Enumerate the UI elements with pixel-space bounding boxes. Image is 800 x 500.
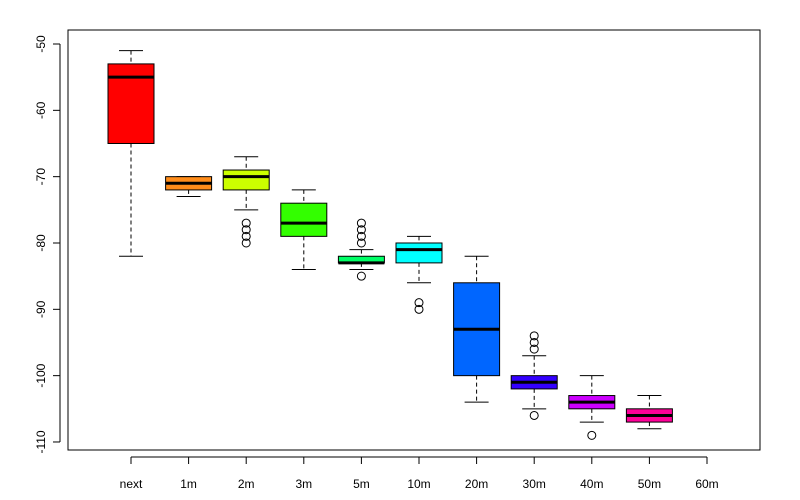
x-tick-label: 10m bbox=[407, 477, 430, 491]
x-tick-label: 2m bbox=[238, 477, 255, 491]
x-tick-label: 30m bbox=[523, 477, 546, 491]
outlier-point bbox=[529, 331, 539, 341]
box-5m bbox=[337, 218, 385, 281]
y-tick-label: -110 bbox=[34, 430, 48, 453]
y-tick-label: -50 bbox=[34, 35, 48, 53]
box-1m bbox=[165, 176, 213, 198]
y-axis: -50 -60 -70 -80 -90 -100 -110 bbox=[34, 35, 61, 454]
box-50m bbox=[625, 395, 673, 430]
y-tick-label: -60 bbox=[34, 101, 48, 119]
outlier-point bbox=[587, 430, 597, 440]
x-axis: next 1m 2m 3m 5m 10m 20m 30m 40m 50m 60m bbox=[120, 456, 719, 491]
outlier-point bbox=[241, 218, 251, 228]
x-tick-label: 3m bbox=[295, 477, 312, 491]
box-next bbox=[107, 50, 155, 257]
y-tick-label: -70 bbox=[34, 168, 48, 186]
x-tick-label: 50m bbox=[638, 477, 661, 491]
box-30m bbox=[510, 331, 558, 420]
outlier-point bbox=[529, 410, 539, 420]
x-tick-label: 20m bbox=[465, 477, 488, 491]
y-tick-label: -90 bbox=[34, 300, 48, 318]
x-tick-label: 40m bbox=[580, 477, 603, 491]
y-tick-label: -80 bbox=[34, 234, 48, 252]
outlier-point bbox=[356, 231, 366, 241]
y-tick-label: -100 bbox=[34, 363, 48, 387]
box-iqr bbox=[222, 169, 270, 191]
outlier-point bbox=[414, 298, 424, 308]
boxes-layer bbox=[107, 50, 673, 440]
outlier-point bbox=[414, 304, 424, 314]
plot-frame bbox=[67, 29, 761, 451]
outlier-point bbox=[529, 344, 539, 354]
box-20m bbox=[453, 255, 501, 403]
box-2m bbox=[222, 156, 270, 248]
x-tick-label: 5m bbox=[353, 477, 370, 491]
outlier-point bbox=[356, 238, 366, 248]
x-tick-label: 60m bbox=[695, 477, 718, 491]
box-10m bbox=[395, 235, 443, 314]
box-iqr bbox=[395, 242, 443, 264]
outlier-point bbox=[356, 271, 366, 281]
x-tick-label: 1m bbox=[180, 477, 197, 491]
outlier-point bbox=[356, 218, 366, 228]
outlier-point bbox=[529, 337, 539, 347]
box-40m bbox=[568, 375, 616, 440]
box-3m bbox=[280, 189, 328, 271]
outlier-point bbox=[356, 225, 366, 235]
outlier-point bbox=[241, 231, 251, 241]
outlier-point bbox=[241, 225, 251, 235]
outlier-point bbox=[241, 238, 251, 248]
x-tick-label: next bbox=[120, 477, 143, 491]
box-iqr bbox=[280, 202, 328, 237]
